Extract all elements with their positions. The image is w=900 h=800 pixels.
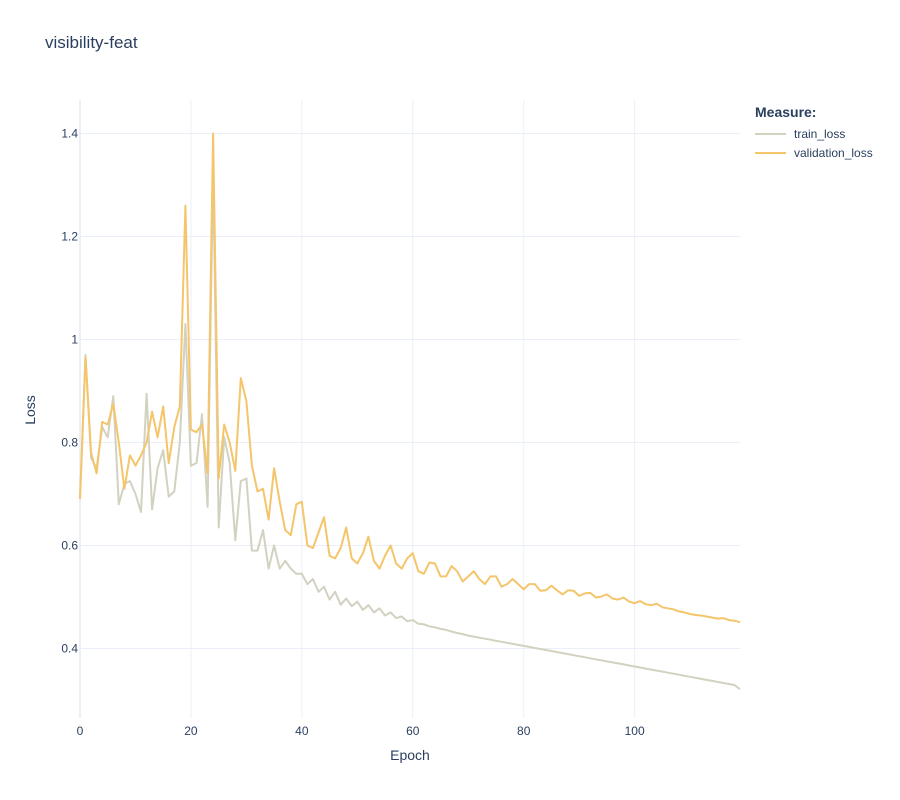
chart-title: visibility-feat — [45, 33, 138, 52]
legend: Measure: train_loss validation_loss — [755, 104, 873, 162]
legend-item-train-loss[interactable]: train_loss — [755, 124, 873, 143]
series-line-validation-loss[interactable] — [79, 132, 741, 624]
series-lines — [79, 132, 741, 690]
x-tick-label: 0 — [77, 724, 84, 738]
legend-item-validation-loss[interactable]: validation_loss — [755, 143, 873, 162]
legend-label-validation-loss: validation_loss — [794, 145, 873, 160]
y-tick-label: 0.4 — [61, 641, 78, 655]
legend-swatch-train-loss — [755, 132, 786, 135]
x-axis-ticks: 0 20 40 60 80 100 — [77, 724, 645, 738]
grid-lines — [79, 100, 740, 718]
x-tick-label: 80 — [517, 724, 531, 738]
y-tick-label: 0.6 — [61, 538, 78, 552]
x-tick-label: 40 — [295, 724, 309, 738]
legend-swatch-validation-loss — [755, 151, 786, 154]
y-tick-label: 1.2 — [61, 229, 78, 243]
legend-title: Measure: — [755, 104, 817, 120]
y-tick-label: 1 — [71, 332, 78, 346]
legend-label-train-loss: train_loss — [794, 126, 846, 141]
x-axis-title: Epoch — [390, 747, 430, 763]
series-line-train-loss[interactable] — [79, 168, 741, 690]
y-tick-label: 1.4 — [61, 126, 78, 140]
x-tick-label: 60 — [406, 724, 420, 738]
x-tick-label: 20 — [184, 724, 198, 738]
x-tick-label: 100 — [625, 724, 645, 738]
y-axis-title: Loss — [22, 395, 38, 425]
y-axis-ticks: 0.4 0.6 0.8 1 1.2 1.4 — [61, 126, 78, 655]
y-tick-label: 0.8 — [61, 435, 78, 449]
